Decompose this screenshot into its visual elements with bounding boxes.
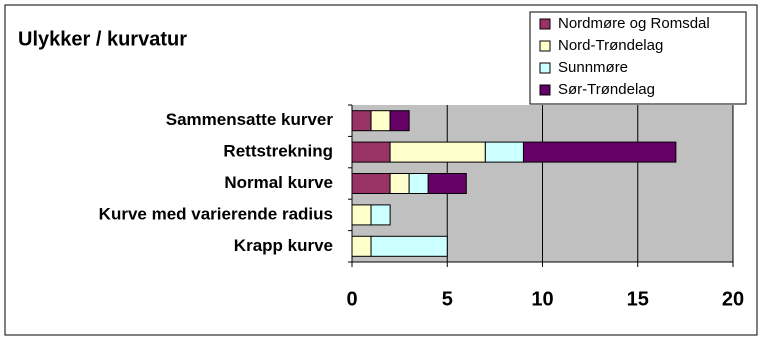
y-tick-label: Rettstrekning: [223, 142, 333, 161]
legend-swatch: [539, 84, 551, 96]
legend-label: Sør-Trøndelag: [558, 81, 655, 98]
x-tick-label: 5: [442, 288, 453, 310]
bar-segment: [370, 110, 391, 132]
y-tick-label: Kurve med varierende radius: [99, 204, 333, 223]
legend-swatch: [539, 62, 551, 74]
legend-swatch: [539, 40, 551, 52]
bar-segment: [370, 235, 448, 257]
y-tick-label: Krapp kurve: [234, 236, 333, 255]
x-tick-label: 15: [627, 288, 649, 310]
y-tick-label: Sammensatte kurver: [166, 110, 334, 129]
bar-segment: [351, 204, 372, 226]
y-tick-label: Normal kurve: [224, 173, 333, 192]
legend-box: [529, 11, 747, 105]
bar-segment: [389, 110, 410, 132]
x-tick-label: 10: [531, 288, 553, 310]
x-tick-label: 0: [346, 288, 357, 310]
bar-segment: [427, 173, 467, 194]
bar-segment: [351, 235, 372, 257]
legend-label: Nordmøre og Romsdal: [558, 15, 710, 32]
bar-segment: [370, 204, 391, 226]
bar-segment: [389, 141, 486, 163]
legend-label: Nord-Trøndelag: [558, 37, 663, 54]
bar-segment: [351, 110, 372, 132]
bar-segment: [389, 173, 410, 194]
bar-segment: [351, 173, 391, 194]
legend-swatch: [539, 18, 551, 30]
x-tick-label: 20: [722, 288, 744, 310]
legend-label: Sunnmøre: [558, 59, 628, 76]
bar-segment: [408, 173, 429, 194]
bar-segment: [351, 141, 391, 163]
bar-segment: [522, 141, 677, 163]
chart-title: Ulykker / kurvatur: [18, 28, 187, 50]
bar-segment: [484, 141, 524, 163]
